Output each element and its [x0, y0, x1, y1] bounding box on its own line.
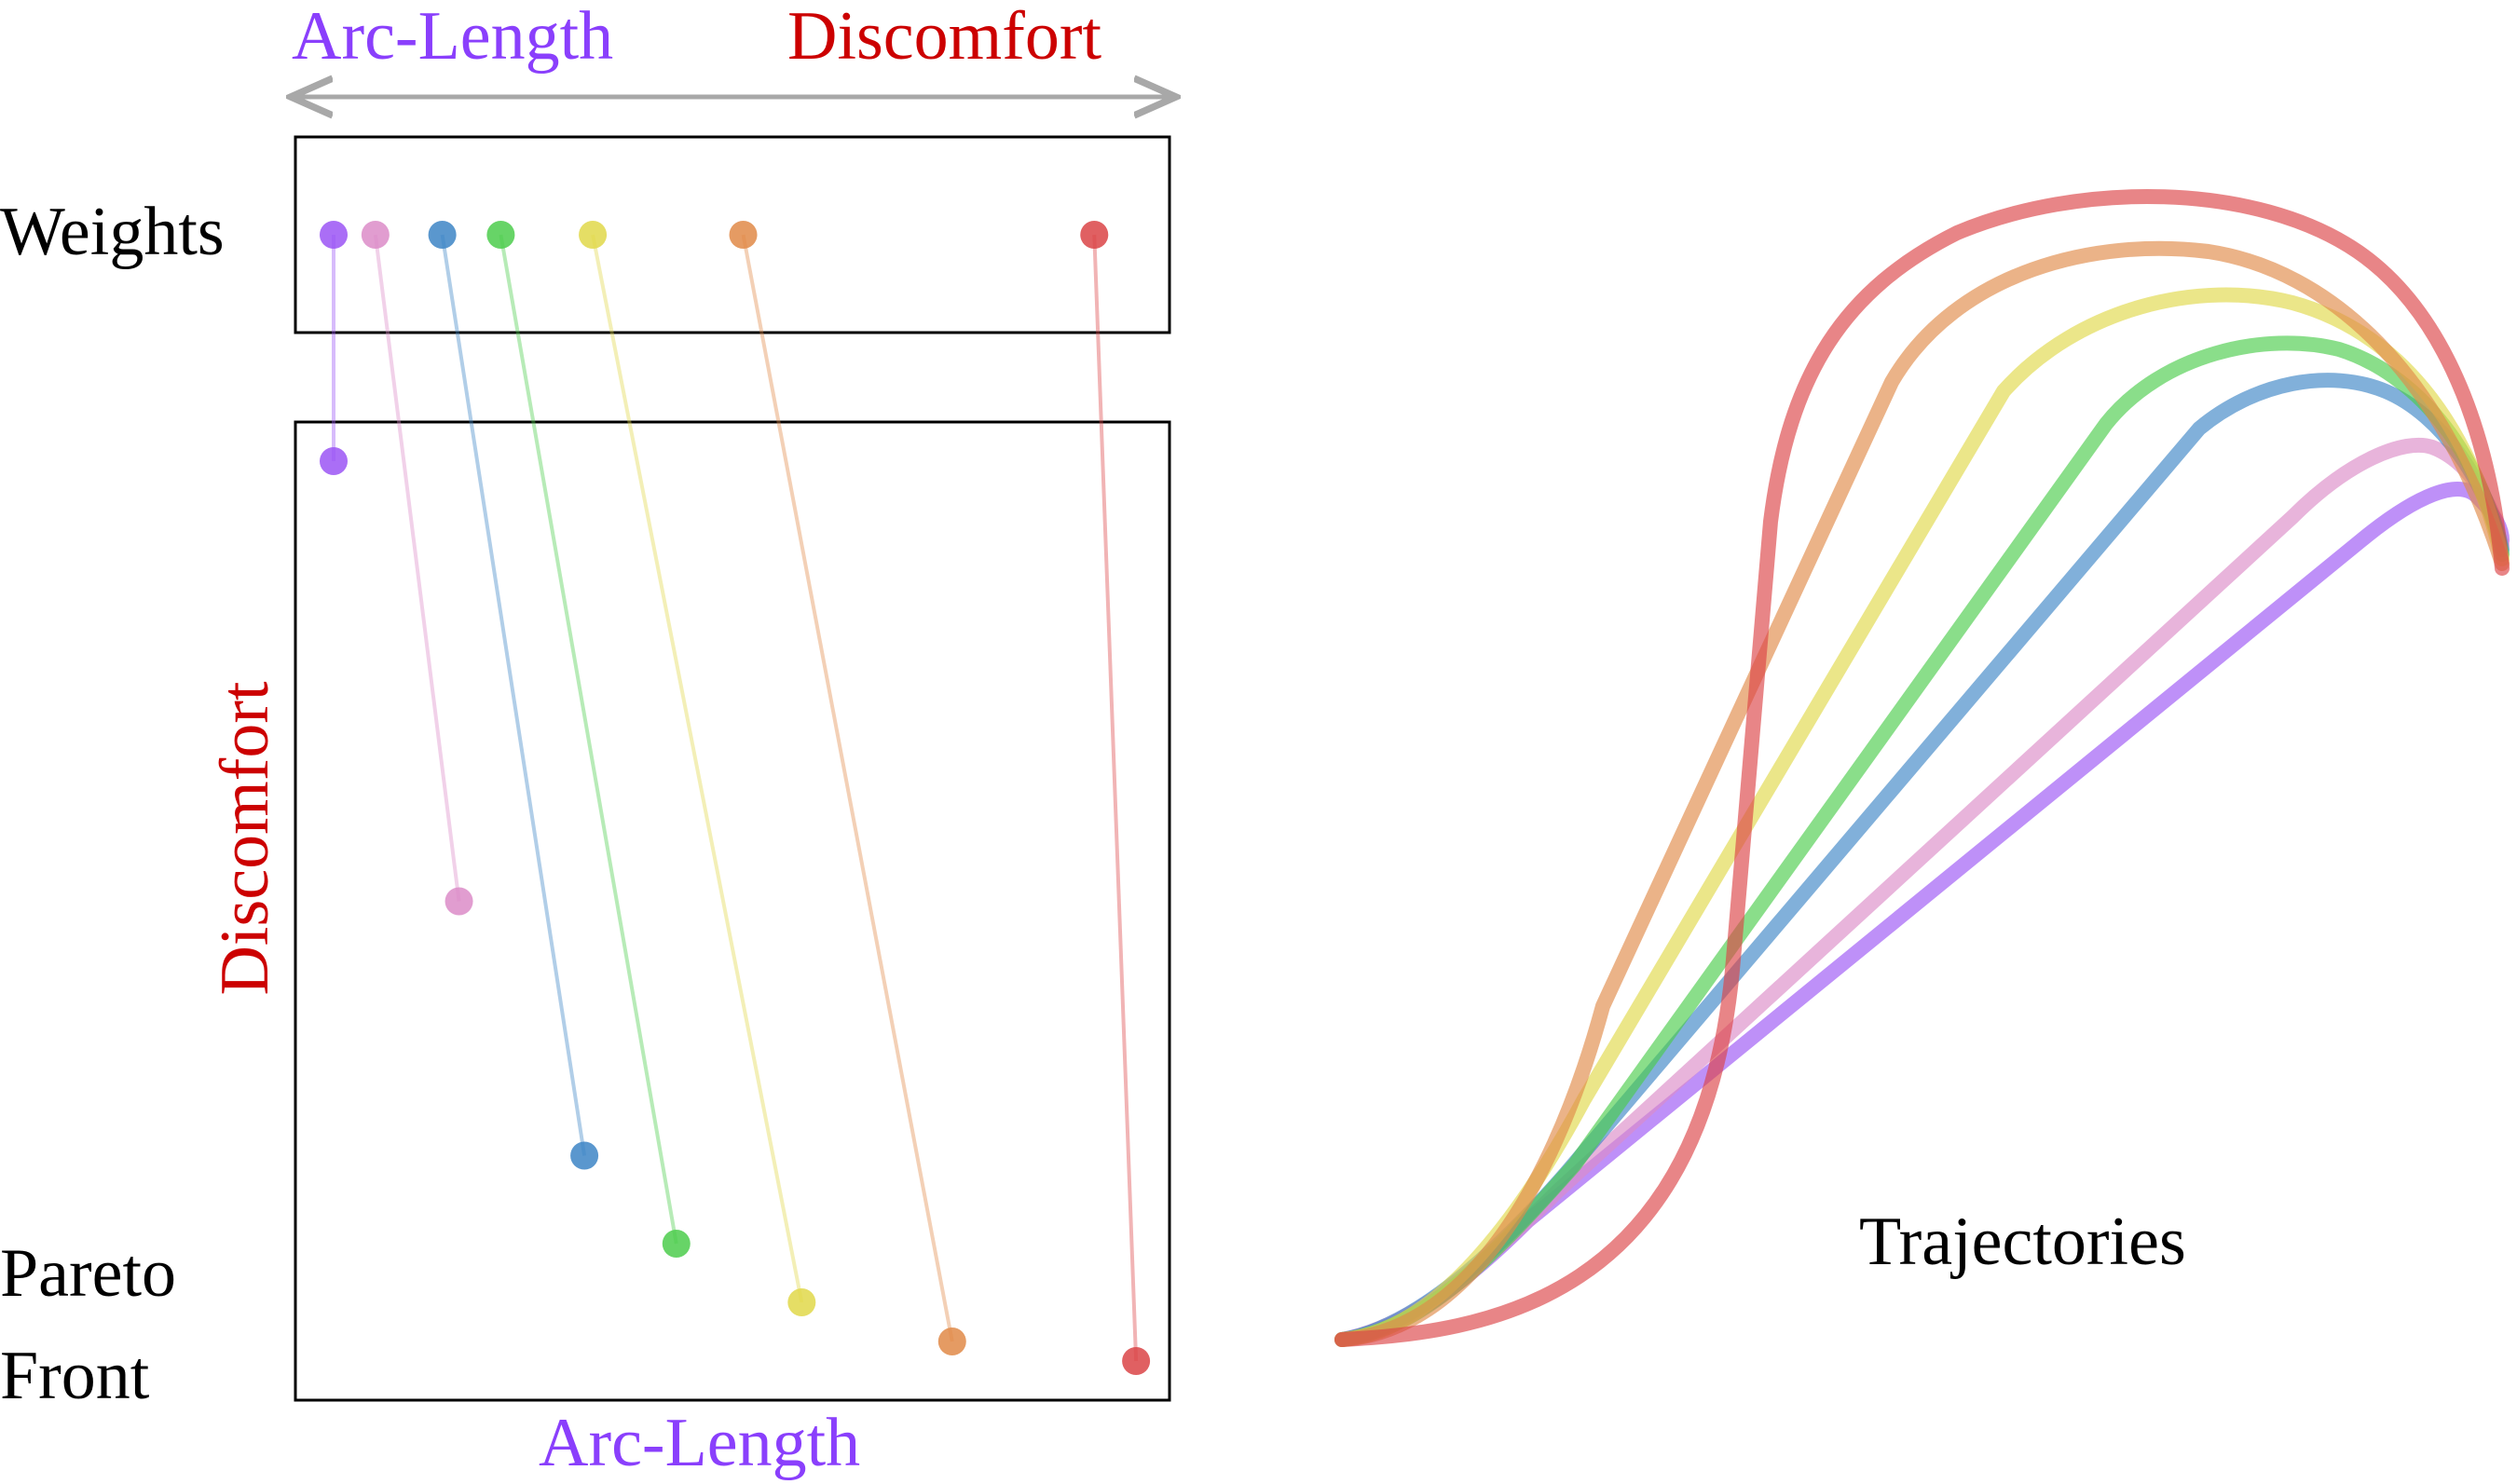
pareto-point [787, 1288, 816, 1316]
pareto-point [1122, 1347, 1151, 1375]
pareto-point [662, 1230, 691, 1258]
trajectory-curve [1334, 188, 2510, 1347]
weight-point [1080, 221, 1109, 249]
weights-label: Weights [0, 194, 225, 270]
connector-line [591, 234, 804, 1303]
weight-point [729, 221, 758, 249]
trajectory-curves [1334, 188, 2510, 1347]
top-discomfort-label: Discomfort [787, 0, 1102, 75]
x-axis-arc-length-label: Arc-Length [539, 1405, 861, 1481]
trajectory-curve [1334, 240, 2510, 1347]
connector-line [373, 234, 461, 902]
connector-line [499, 234, 678, 1245]
pareto-front-label-line1: Pareto [0, 1235, 177, 1312]
weight-point [428, 221, 457, 249]
pareto-point [320, 447, 348, 475]
weight-point [361, 221, 390, 249]
pareto-point [570, 1141, 599, 1170]
connector-line [440, 234, 587, 1156]
pareto-front-panel-frame [294, 420, 1171, 1402]
weight-point [320, 221, 348, 249]
connector-line [741, 234, 954, 1342]
trajectory-curve [1334, 287, 2510, 1347]
weights-panel-frame [294, 135, 1171, 334]
y-axis-discomfort-label: Discomfort [207, 681, 283, 996]
weight-points [320, 221, 1109, 249]
weight-point [579, 221, 608, 249]
pareto-points [320, 447, 1151, 1375]
pareto-point [937, 1327, 966, 1355]
weight-point [486, 221, 515, 249]
weight-to-pareto-connectors [332, 234, 1139, 1362]
connector-line [1092, 234, 1139, 1362]
pareto-front-label-line2: Front [0, 1338, 150, 1414]
pareto-point [445, 887, 473, 916]
trajectories-label: Trajectories [1859, 1204, 2186, 1280]
top-arc-length-label: Arc-Length [292, 0, 614, 75]
